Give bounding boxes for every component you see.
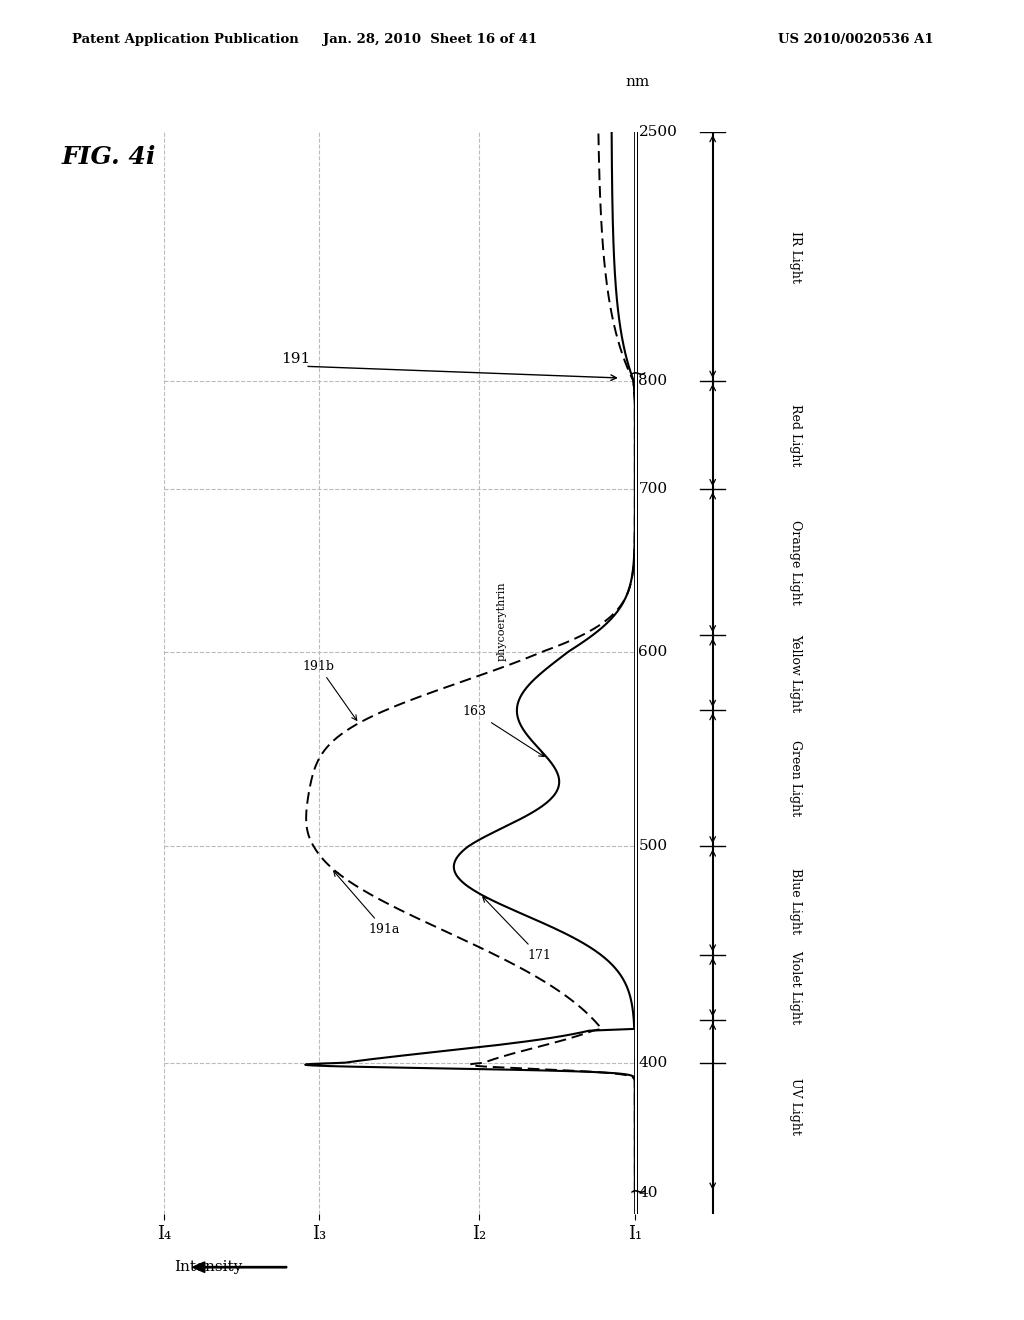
Text: UV Light: UV Light	[790, 1077, 802, 1135]
Text: Violet Light: Violet Light	[790, 950, 802, 1024]
Text: 191: 191	[282, 352, 311, 367]
Text: nm: nm	[626, 75, 649, 88]
Text: Red Light: Red Light	[790, 404, 802, 466]
Text: Orange Light: Orange Light	[790, 520, 802, 605]
Text: 171: 171	[482, 896, 551, 962]
Text: 800: 800	[639, 374, 668, 388]
Text: 2500: 2500	[639, 125, 677, 139]
Text: 400: 400	[639, 1056, 668, 1071]
Text: IR Light: IR Light	[790, 231, 802, 282]
Text: Patent Application Publication: Patent Application Publication	[72, 33, 298, 46]
Text: 191b: 191b	[302, 660, 356, 721]
Text: ~: ~	[628, 363, 647, 384]
Text: Intensity: Intensity	[174, 1261, 243, 1274]
Text: FIG. 4i: FIG. 4i	[61, 145, 156, 169]
Text: 40: 40	[639, 1185, 658, 1200]
Text: 191a: 191a	[334, 871, 400, 936]
Text: Yellow Light: Yellow Light	[790, 634, 802, 711]
Text: 700: 700	[639, 482, 668, 496]
Text: Blue Light: Blue Light	[790, 867, 802, 933]
Text: 600: 600	[639, 644, 668, 659]
Text: 163: 163	[463, 705, 544, 756]
Text: ~: ~	[628, 1181, 647, 1203]
Text: phycoerythrin: phycoerythrin	[497, 582, 507, 661]
Text: Green Light: Green Light	[790, 741, 802, 816]
Text: Jan. 28, 2010  Sheet 16 of 41: Jan. 28, 2010 Sheet 16 of 41	[323, 33, 538, 46]
Text: US 2010/0020536 A1: US 2010/0020536 A1	[778, 33, 934, 46]
Text: 500: 500	[639, 840, 668, 854]
